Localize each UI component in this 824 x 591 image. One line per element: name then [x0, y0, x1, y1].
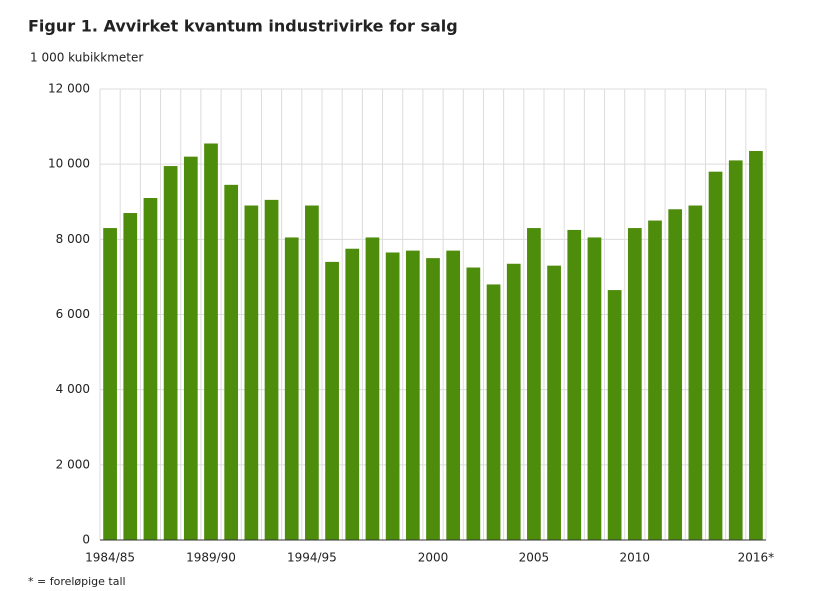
- bar: [668, 209, 683, 540]
- bar: [446, 250, 461, 540]
- bar: [648, 220, 662, 540]
- bar: [607, 290, 622, 540]
- x-tick-label: 1989/90: [186, 551, 236, 565]
- bar: [305, 205, 319, 540]
- bar: [547, 265, 561, 540]
- y-tick-label: 2 000: [56, 457, 90, 471]
- bar: [405, 250, 420, 540]
- bar: [506, 263, 521, 540]
- bar: [264, 199, 279, 540]
- bar: [325, 261, 339, 540]
- bar: [708, 171, 723, 540]
- bar: [345, 248, 360, 540]
- bar: [486, 284, 501, 540]
- x-tick-label: 1994/95: [287, 551, 337, 565]
- bar: [163, 166, 178, 540]
- bar: [123, 213, 138, 540]
- bar: [284, 237, 299, 540]
- bar: [426, 258, 440, 540]
- chart-title: Figur 1. Avvirket kvantum industrivirke …: [28, 17, 458, 36]
- y-tick-label: 4 000: [56, 382, 90, 396]
- bar: [466, 267, 481, 540]
- bar: [627, 228, 642, 540]
- bar: [143, 197, 158, 540]
- bar: [103, 228, 117, 540]
- bar: [728, 160, 743, 541]
- bar: [365, 237, 380, 540]
- bar: [688, 205, 703, 540]
- bar: [183, 156, 198, 540]
- bar: [385, 252, 400, 541]
- bar: [244, 205, 259, 540]
- y-unit: 1 000 kubikkmeter: [30, 51, 143, 65]
- y-tick-label: 10 000: [48, 157, 90, 171]
- bar: [749, 151, 763, 540]
- bar: [587, 237, 602, 540]
- bar: [567, 229, 582, 540]
- y-tick-label: 6 000: [56, 307, 90, 321]
- x-tick-label: 2000: [418, 551, 449, 565]
- bar: [527, 228, 541, 540]
- x-tick-label: 2005: [519, 551, 550, 565]
- x-tick-label: 1984/85: [85, 551, 135, 565]
- x-tick-label: 2016*: [738, 551, 775, 565]
- y-tick-label: 0: [82, 533, 90, 547]
- x-tick-label: 2010: [620, 551, 651, 565]
- y-tick-label: 8 000: [56, 232, 90, 246]
- bar: [204, 143, 218, 540]
- y-tick-label: 12 000: [48, 82, 90, 96]
- bar: [224, 184, 239, 540]
- footnote: * = foreløpige tall: [28, 575, 126, 587]
